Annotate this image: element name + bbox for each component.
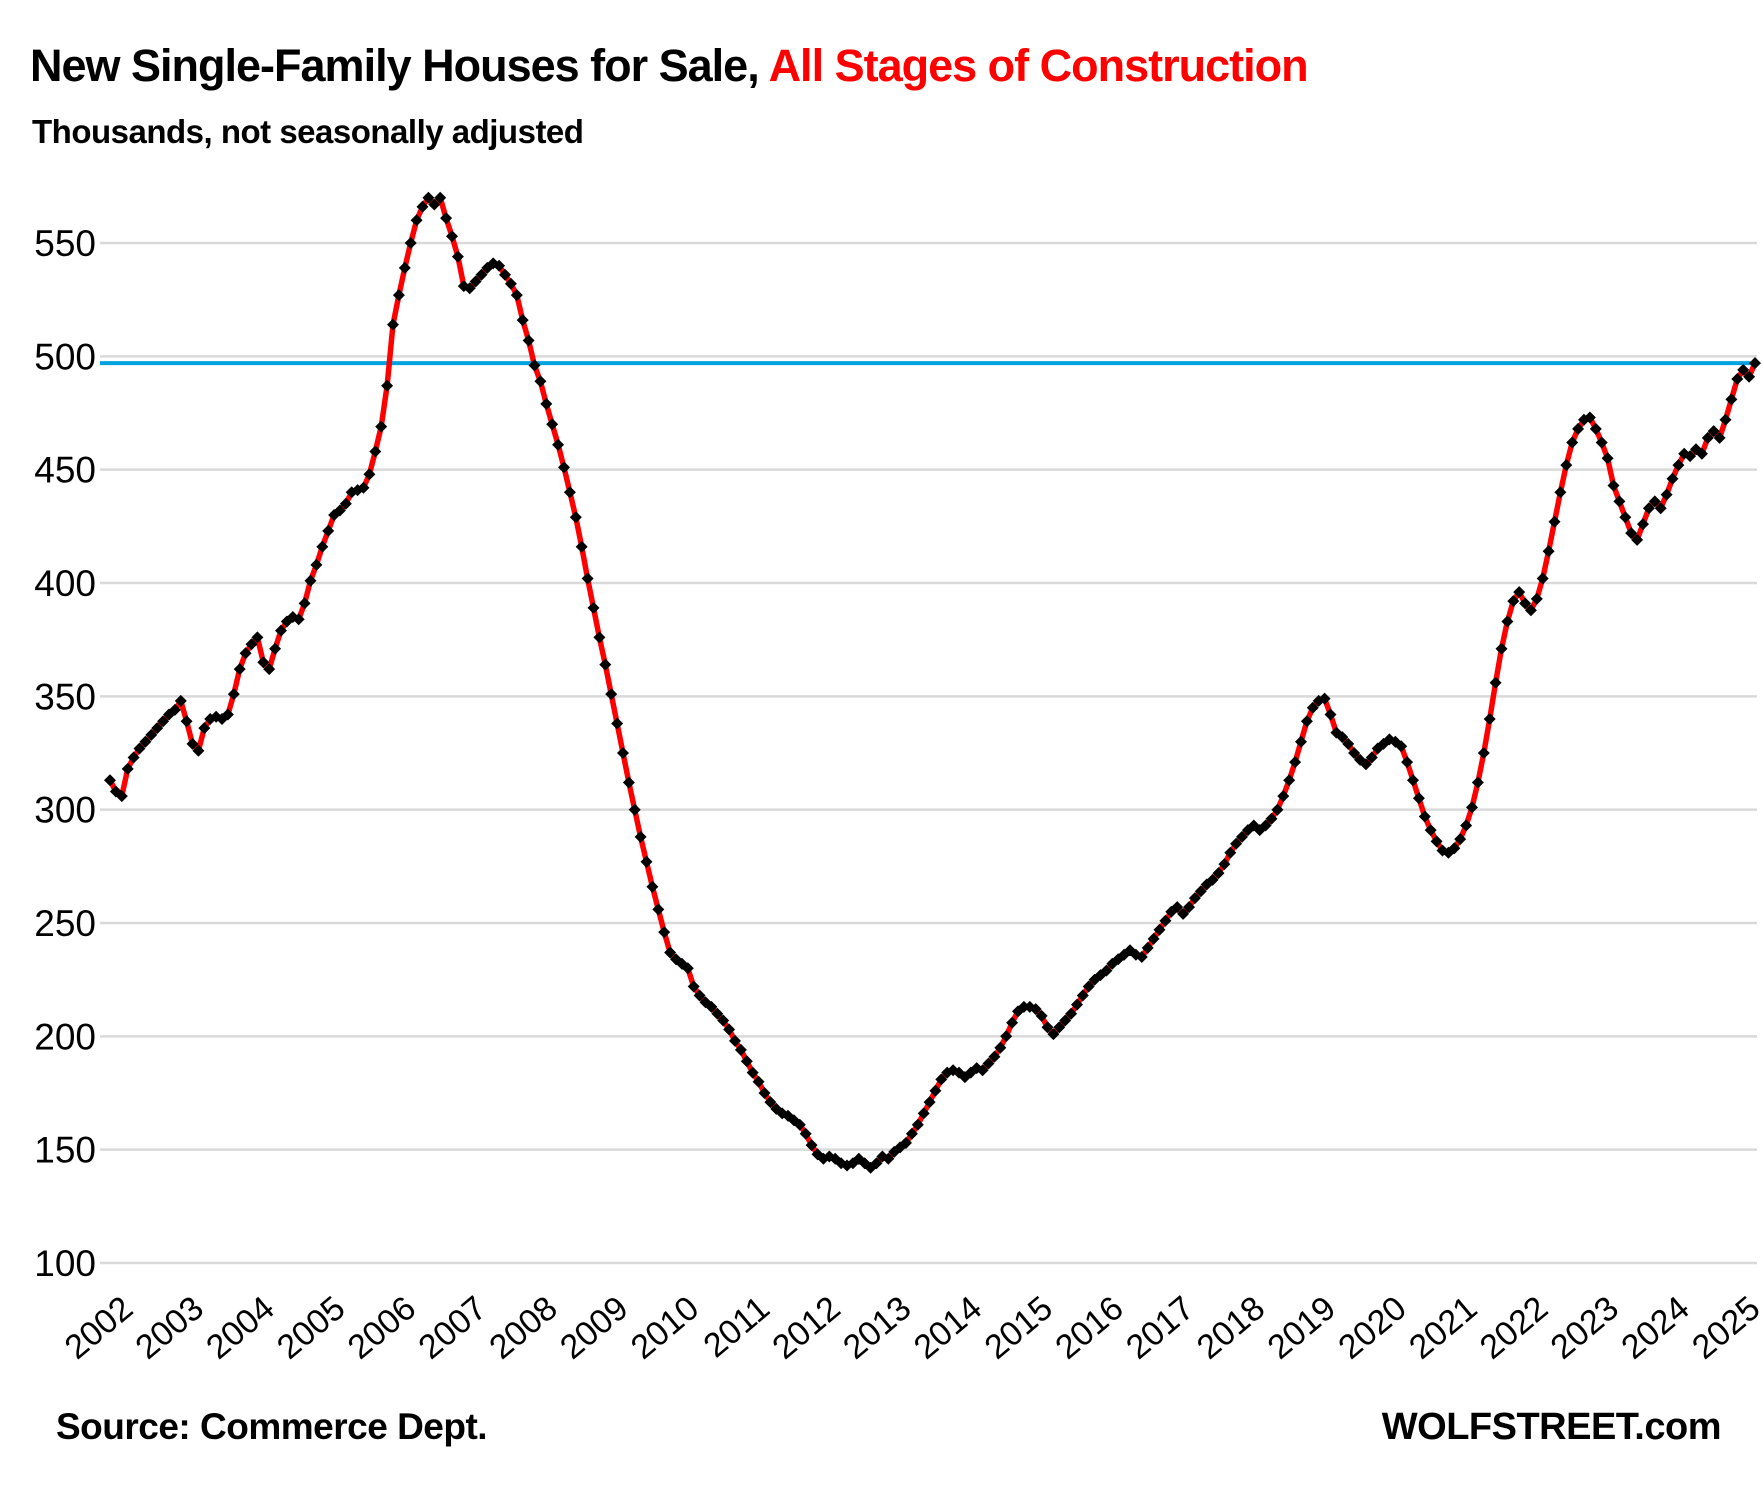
x-tick-label-2012: 2012	[765, 1289, 847, 1367]
x-axis-labels: 2002200320042005200620072008200920102011…	[58, 1289, 1763, 1367]
source-note: Source: Commerce Dept.	[56, 1406, 488, 1447]
x-tick-label-2016: 2016	[1048, 1289, 1130, 1367]
x-tick-label-2002: 2002	[58, 1289, 140, 1367]
y-tick-label-500: 500	[34, 336, 96, 377]
x-tick-label-2013: 2013	[836, 1289, 918, 1367]
y-tick-label-550: 550	[34, 223, 96, 264]
y-tick-label-300: 300	[34, 790, 96, 831]
x-tick-label-2025: 2025	[1685, 1289, 1763, 1367]
x-tick-label-2004: 2004	[199, 1289, 281, 1367]
data-markers	[104, 191, 1761, 1174]
x-tick-label-2009: 2009	[553, 1289, 635, 1367]
x-tick-label-2008: 2008	[482, 1289, 564, 1367]
y-tick-label-200: 200	[34, 1016, 96, 1057]
site-credit: WOLFSTREET.com	[1381, 1406, 1722, 1448]
x-tick-label-2015: 2015	[978, 1289, 1060, 1367]
x-tick-label-2017: 2017	[1119, 1289, 1201, 1367]
chart-title: New Single-Family Houses for Sale, All S…	[30, 40, 1309, 92]
y-tick-label-150: 150	[34, 1130, 96, 1171]
data-line	[107, 194, 1758, 1171]
y-tick-label-400: 400	[34, 563, 96, 604]
x-tick-label-2020: 2020	[1331, 1289, 1413, 1367]
x-tick-label-2021: 2021	[1402, 1289, 1484, 1367]
y-tick-label-250: 250	[34, 903, 96, 944]
gridlines	[100, 241, 1757, 1265]
x-tick-label-2006: 2006	[341, 1289, 423, 1367]
x-tick-label-2014: 2014	[907, 1289, 989, 1367]
chart-title-main: New Single-Family Houses for Sale,	[30, 40, 760, 91]
x-tick-label-2003: 2003	[129, 1289, 211, 1367]
x-tick-label-2007: 2007	[412, 1289, 494, 1367]
x-tick-label-2019: 2019	[1261, 1289, 1343, 1367]
x-tick-label-2018: 2018	[1190, 1289, 1272, 1367]
x-tick-label-2023: 2023	[1544, 1289, 1626, 1367]
chart-title-accent: All Stages of Construction	[768, 40, 1309, 91]
y-tick-label-350: 350	[34, 676, 96, 717]
chart-subtitle: Thousands, not seasonally adjusted	[32, 113, 584, 150]
y-axis-labels: 100 150 200 250 300 350 400 450 500 550	[34, 223, 96, 1284]
y-tick-label-450: 450	[34, 450, 96, 491]
y-tick-label-100: 100	[34, 1243, 96, 1284]
x-tick-label-2011: 2011	[696, 1289, 776, 1365]
x-tick-label-2005: 2005	[270, 1289, 352, 1367]
x-tick-label-2010: 2010	[624, 1289, 706, 1367]
x-tick-label-2024: 2024	[1614, 1289, 1696, 1367]
x-tick-label-2022: 2022	[1473, 1289, 1555, 1367]
